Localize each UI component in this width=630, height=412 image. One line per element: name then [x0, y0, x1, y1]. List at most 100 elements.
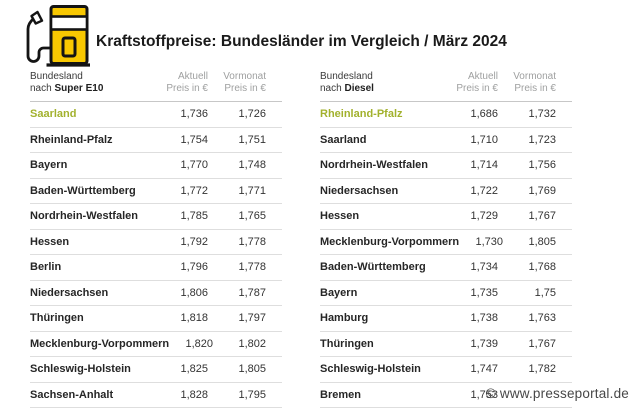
aktuell-value: 1,818 [180, 312, 208, 325]
bundesland-name: Sachsen-Anhalt [30, 388, 114, 401]
bundesland-name: Rheinland-Pfalz [320, 108, 403, 121]
table-row: Hamburg 1,738 1,763 [320, 306, 572, 332]
aktuell-value: 1,753 [470, 388, 498, 401]
aktuell-value: 1,747 [470, 363, 498, 376]
bundesland-name: Saarland [30, 108, 77, 121]
vormonat-value: 1,751 [238, 133, 266, 146]
vormonat-value: 1,797 [238, 312, 266, 325]
table-row: Saarland 1,736 1,726 [30, 102, 282, 128]
bundesland-name: Bremen [320, 388, 361, 401]
column-header-vormonat: Vormonat Preis in € [223, 71, 266, 94]
bundesland-name: Mecklenburg-Vorpommern [30, 337, 170, 350]
vormonat-value: 1,75 [534, 286, 556, 299]
table-row: Bayern 1,770 1,748 [30, 153, 282, 179]
vormonat-value: 1,771 [238, 184, 266, 197]
table-row: Mecklenburg-Vorpommern 1,820 1,802 [30, 332, 282, 357]
vormonat-value: 1,726 [238, 108, 266, 121]
vormonat-value: 1,787 [238, 286, 266, 299]
aktuell-value: 1,772 [180, 184, 208, 197]
column-header-bundesland: Bundesland nach Diesel [320, 71, 374, 94]
column-header-aktuell: Aktuell Preis in € [166, 71, 208, 94]
aktuell-value: 1,754 [180, 133, 208, 146]
fuel-type-label: Super E10 [54, 83, 104, 94]
aktuell-value: 1,730 [475, 235, 504, 248]
aktuell-value: 1,734 [470, 261, 498, 274]
table-row: Schleswig-Holstein 1,747 1,782 [320, 357, 572, 383]
table-row: Niedersachsen 1,722 1,769 [320, 179, 572, 204]
aktuell-value: 1,738 [470, 312, 498, 325]
bundesland-name: Niedersachsen [30, 286, 109, 299]
table-row: Nordrhein-Westfalen 1,785 1,765 [30, 204, 282, 230]
vormonat-value: 1,805 [238, 363, 266, 376]
vormonat-value: 1,795 [238, 388, 266, 401]
aktuell-value: 1,710 [470, 133, 498, 146]
vormonat-value: 1,805 [528, 235, 556, 248]
vormonat-value: 1,802 [238, 337, 266, 350]
column-header-vormonat: Vormonat Preis in € [513, 71, 556, 94]
column-header-bundesland: Bundesland nach Super E10 [30, 71, 104, 94]
bundesland-name: Baden-Württemberg [320, 261, 426, 274]
table-row: Baden-Württemberg 1,734 1,768 [320, 255, 572, 281]
aktuell-value: 1,735 [470, 286, 498, 299]
bundesland-name: Berlin [30, 261, 62, 274]
vormonat-value: 1,768 [528, 261, 556, 274]
aktuell-value: 1,714 [470, 159, 498, 172]
aktuell-value: 1,785 [180, 210, 208, 223]
table-row: Baden-Württemberg 1,772 1,771 [30, 179, 282, 204]
vormonat-value: 1,763 [528, 312, 556, 325]
table-row: Nordrhein-Westfalen 1,714 1,756 [320, 153, 572, 179]
bundesland-name: Mecklenburg-Vorpommern [320, 235, 460, 248]
vormonat-value: 1,748 [238, 159, 266, 172]
vormonat-value: 1,765 [238, 210, 266, 223]
fuel-type-label: Diesel [344, 83, 374, 94]
vormonat-value: 1,782 [528, 363, 556, 376]
bundesland-name: Schleswig-Holstein [30, 363, 131, 376]
vormonat-value: 1,767 [528, 337, 556, 350]
table-row: Hessen 1,729 1,767 [320, 204, 572, 230]
table-row: Mecklenburg-Vorpommern 1,730 1,805 [320, 230, 572, 255]
table-diesel-header: Bundesland nach Diesel Aktuell Preis in … [320, 71, 572, 102]
bundesland-name: Baden-Württemberg [30, 184, 136, 197]
aktuell-value: 1,729 [470, 210, 498, 223]
bundesland-name: Nordrhein-Westfalen [320, 159, 428, 172]
table-diesel: Bundesland nach Diesel Aktuell Preis in … [320, 71, 572, 408]
aktuell-value: 1,736 [180, 108, 208, 121]
fuel-pump-icon [26, 5, 90, 67]
aktuell-value: 1,792 [180, 235, 208, 248]
table-row: Bremen 1,753 [320, 383, 572, 408]
table-row: Thüringen 1,818 1,797 [30, 306, 282, 332]
vormonat-value: 1,767 [528, 210, 556, 223]
aktuell-value: 1,820 [185, 337, 214, 350]
vormonat-value: 1,723 [528, 133, 556, 146]
table-row: Niedersachsen 1,806 1,787 [30, 281, 282, 306]
aktuell-value: 1,825 [180, 363, 208, 376]
table-row: Thüringen 1,739 1,767 [320, 332, 572, 357]
aktuell-value: 1,828 [180, 388, 208, 401]
vormonat-value: 1,778 [238, 261, 266, 274]
bundesland-name: Thüringen [30, 312, 84, 325]
bundesland-name: Niedersachsen [320, 184, 399, 197]
aktuell-value: 1,796 [180, 261, 208, 274]
aktuell-value: 1,770 [180, 159, 208, 172]
table-row: Berlin 1,796 1,778 [30, 255, 282, 281]
bundesland-name: Thüringen [320, 337, 374, 350]
watermark: © www.presseportal.de [485, 386, 629, 401]
vormonat-value: 1,756 [528, 159, 556, 172]
column-header-aktuell: Aktuell Preis in € [456, 71, 498, 94]
bundesland-name: Bayern [30, 159, 68, 172]
table-row: Rheinland-Pfalz 1,686 1,732 [320, 102, 572, 128]
bundesland-name: Rheinland-Pfalz [30, 133, 113, 146]
bundesland-name: Saarland [320, 133, 367, 146]
table-row: Sachsen-Anhalt 1,828 1,795 [30, 383, 282, 408]
aktuell-value: 1,722 [470, 184, 498, 197]
bundesland-name: Hessen [320, 210, 360, 223]
table-row: Saarland 1,710 1,723 [320, 128, 572, 153]
table-super-e10-header: Bundesland nach Super E10 Aktuell Preis … [30, 71, 282, 102]
table-row: Rheinland-Pfalz 1,754 1,751 [30, 128, 282, 153]
aktuell-value: 1,806 [180, 286, 208, 299]
table-super-e10: Bundesland nach Super E10 Aktuell Preis … [30, 71, 282, 408]
table-row: Schleswig-Holstein 1,825 1,805 [30, 357, 282, 383]
vormonat-value: 1,732 [528, 108, 556, 121]
bundesland-name: Hamburg [320, 312, 369, 325]
bundesland-name: Bayern [320, 286, 358, 299]
